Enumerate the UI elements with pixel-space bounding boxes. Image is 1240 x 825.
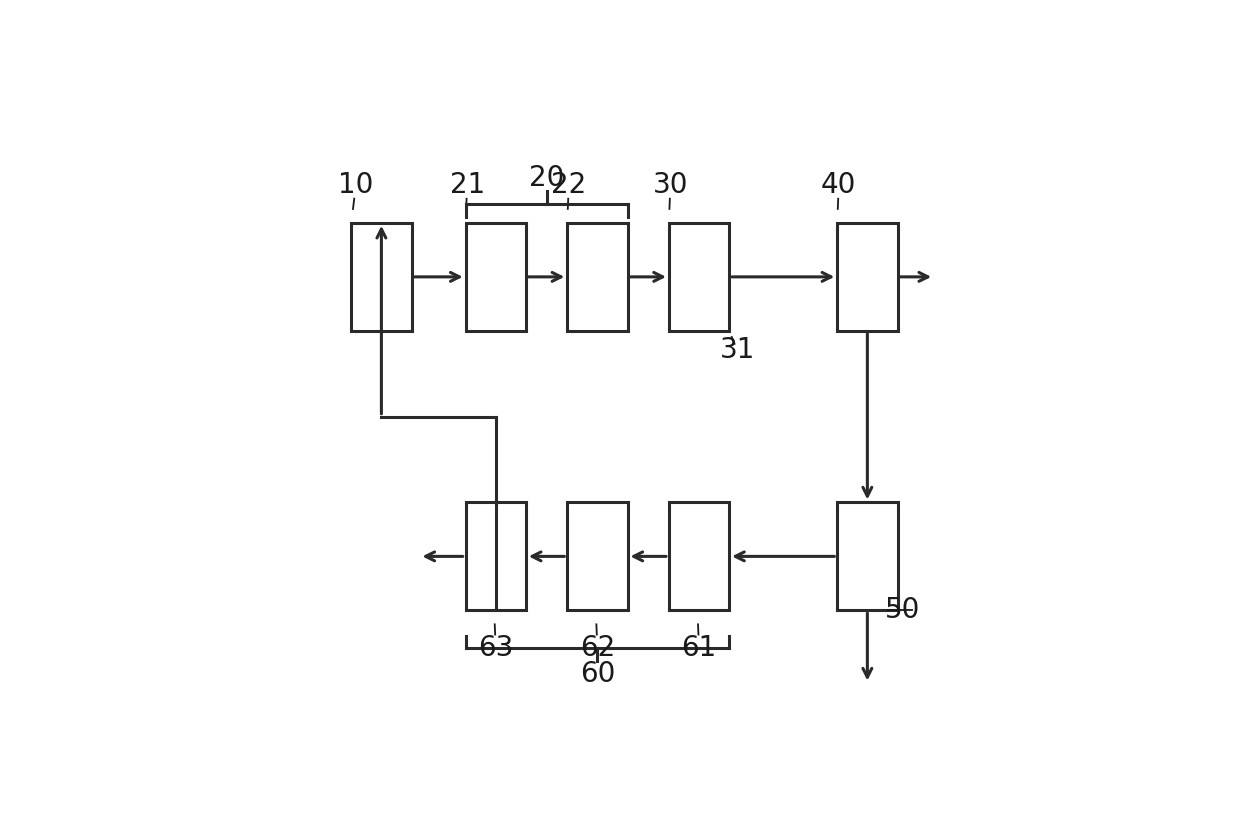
Text: 50: 50 bbox=[884, 596, 920, 625]
Bar bbox=[837, 223, 898, 331]
Text: 30: 30 bbox=[652, 171, 688, 199]
Bar bbox=[668, 223, 729, 331]
Bar bbox=[351, 223, 412, 331]
Text: 31: 31 bbox=[719, 336, 755, 364]
Text: 63: 63 bbox=[479, 634, 513, 662]
Text: 62: 62 bbox=[580, 634, 615, 662]
Bar bbox=[465, 223, 526, 331]
Text: 61: 61 bbox=[682, 634, 717, 662]
Text: 21: 21 bbox=[450, 171, 485, 199]
Bar bbox=[668, 502, 729, 610]
Bar bbox=[465, 502, 526, 610]
Bar bbox=[567, 502, 627, 610]
Text: 60: 60 bbox=[579, 660, 615, 688]
Text: 20: 20 bbox=[529, 164, 564, 192]
Text: 10: 10 bbox=[339, 171, 373, 199]
Text: 40: 40 bbox=[821, 171, 857, 199]
Bar bbox=[837, 502, 898, 610]
Bar bbox=[567, 223, 627, 331]
Text: 22: 22 bbox=[551, 171, 587, 199]
